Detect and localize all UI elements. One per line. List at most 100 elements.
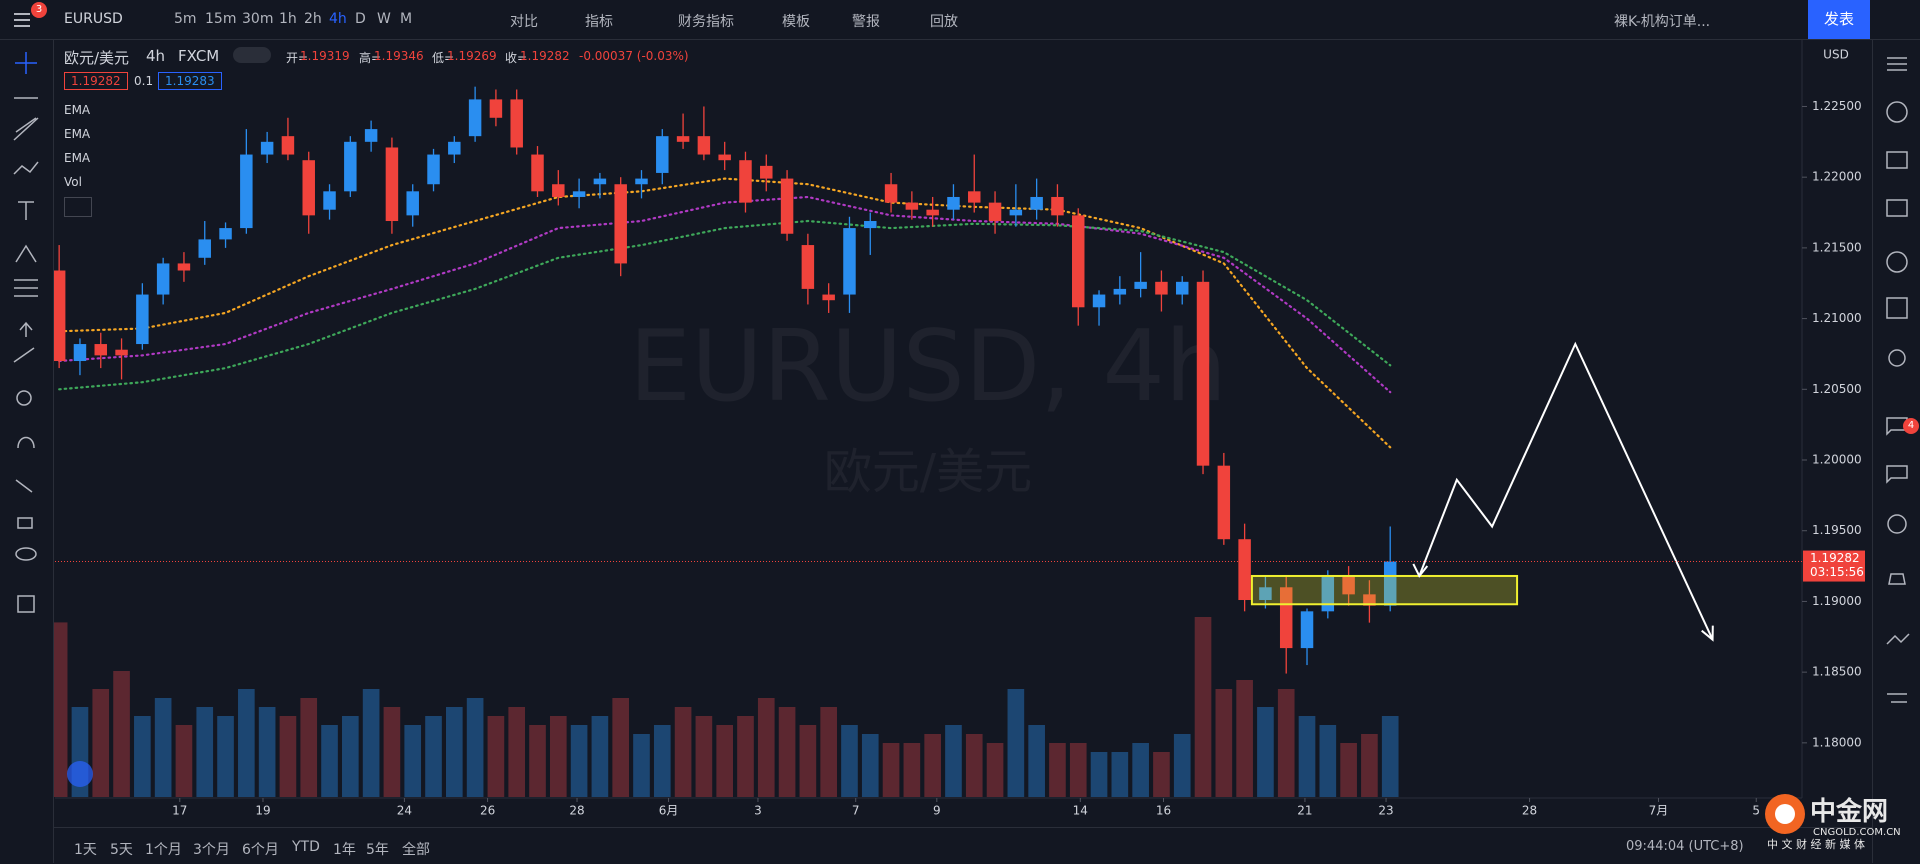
volume-bar bbox=[1257, 707, 1274, 797]
volume-bar bbox=[258, 707, 276, 797]
range-button[interactable]: 全部 bbox=[402, 842, 430, 858]
layout-name[interactable]: 裸K-机构订单... bbox=[1614, 14, 1711, 30]
volume-bar bbox=[1007, 689, 1025, 797]
countdown-label: 03:15:56 bbox=[1810, 565, 1864, 579]
y-tick-label: 1.18500 bbox=[1812, 665, 1862, 679]
candle-body bbox=[988, 202, 1002, 222]
candle-body bbox=[1196, 281, 1210, 466]
volume-bar bbox=[903, 743, 921, 797]
volume-bar bbox=[383, 707, 401, 797]
projection-path bbox=[1418, 341, 1714, 641]
x-tick-label: 21 bbox=[1297, 804, 1312, 818]
x-tick-label: 17 bbox=[172, 804, 187, 818]
volume-bar bbox=[549, 716, 567, 797]
interval-button[interactable]: 2h bbox=[304, 11, 322, 27]
volume-bar bbox=[882, 743, 900, 797]
interval-button[interactable]: W bbox=[377, 11, 391, 27]
volume-bar bbox=[1381, 716, 1399, 797]
interval-button[interactable]: 1h bbox=[279, 11, 297, 27]
watermark-symbol: EURUSD, 4h bbox=[629, 310, 1227, 424]
toolbar-button[interactable]: 财务指标 bbox=[678, 14, 734, 30]
legend-high: 1.19346 bbox=[374, 49, 424, 63]
range-button[interactable]: 6个月 bbox=[242, 842, 279, 858]
top-toolbar: 3 EURUSD 裸K-机构订单... 发表 5m 15m 30m 1h 2h 4h D W M… bbox=[0, 0, 1920, 40]
x-tick-label: 7月 bbox=[1649, 804, 1669, 818]
candle-body bbox=[54, 270, 66, 362]
currency: USD bbox=[1823, 48, 1849, 62]
candle-body bbox=[489, 99, 503, 118]
volume-bar bbox=[1215, 689, 1233, 797]
range-button[interactable]: 5天 bbox=[110, 842, 133, 858]
volume-bar bbox=[820, 707, 837, 797]
toolbar-button[interactable]: 指标 bbox=[585, 14, 613, 30]
x-tick-label: 14 bbox=[1073, 804, 1088, 818]
indicator-label: EMA bbox=[64, 103, 91, 117]
candle-body bbox=[905, 202, 919, 210]
interval-button[interactable]: 5m bbox=[174, 11, 197, 27]
toolbar-button[interactable]: 模板 bbox=[782, 14, 810, 30]
symbol[interactable]: EURUSD bbox=[64, 11, 123, 27]
range-button[interactable]: 5年 bbox=[366, 842, 389, 858]
candle-body bbox=[843, 228, 856, 295]
candle-body bbox=[1134, 281, 1147, 289]
volume-bar bbox=[1298, 716, 1316, 797]
volume-bar bbox=[1069, 743, 1087, 797]
candle-body bbox=[572, 191, 586, 197]
volume-bar bbox=[425, 716, 442, 797]
interval-button[interactable]: M bbox=[400, 11, 413, 27]
arrow-head bbox=[1701, 625, 1714, 642]
x-tick-label: 5 bbox=[1752, 804, 1760, 818]
candle-body bbox=[1259, 587, 1272, 601]
volume-bar bbox=[778, 707, 796, 797]
drawing-tools bbox=[13, 52, 39, 613]
volume-bar bbox=[217, 716, 234, 797]
volume-bar bbox=[362, 689, 380, 797]
interval-button[interactable]: 4h bbox=[329, 11, 347, 27]
candle-body bbox=[344, 141, 357, 192]
volume-bar bbox=[445, 707, 463, 797]
toolbar-button[interactable]: 回放 bbox=[930, 14, 958, 30]
bid-box: 1.19282 bbox=[64, 72, 128, 90]
candle-body bbox=[697, 136, 711, 155]
candle-body bbox=[884, 184, 898, 203]
volume-bar bbox=[986, 743, 1004, 797]
range-button[interactable]: 1天 bbox=[74, 842, 97, 858]
interval-button[interactable]: D bbox=[355, 11, 366, 27]
toolbar-button[interactable]: 对比 bbox=[510, 14, 538, 30]
publish-button[interactable]: 发表 bbox=[1808, 0, 1870, 39]
candle-body bbox=[219, 228, 232, 240]
x-tick-label: 24 bbox=[397, 804, 412, 818]
range-button[interactable]: 3个月 bbox=[193, 842, 230, 858]
spread: 0.1 bbox=[134, 74, 154, 88]
legend-interval: 4h bbox=[146, 47, 166, 65]
candle-body bbox=[177, 263, 191, 271]
clock: 09:44:04 (UTC+8) bbox=[1626, 839, 1744, 854]
candle-body bbox=[968, 191, 981, 203]
ema-line bbox=[58, 195, 1392, 394]
x-tick-label: 26 bbox=[480, 804, 495, 818]
left-toolbar bbox=[0, 40, 54, 863]
candle-body bbox=[1030, 196, 1043, 210]
last-price-label: 1.19282 bbox=[1810, 551, 1860, 565]
watermark-name: 欧元/美元 bbox=[824, 444, 1032, 500]
panel-icons bbox=[1886, 57, 1910, 703]
candle-body bbox=[739, 160, 752, 203]
candle-body bbox=[156, 263, 170, 295]
x-tick-label: 3 bbox=[754, 804, 762, 818]
y-tick-label: 1.21000 bbox=[1812, 311, 1862, 325]
interval-button[interactable]: 15m bbox=[205, 11, 237, 27]
volume-bar bbox=[945, 725, 962, 797]
collapse-button[interactable] bbox=[64, 197, 92, 217]
range-button[interactable]: 1年 bbox=[333, 842, 356, 858]
candle-body bbox=[676, 136, 690, 142]
volume-bar bbox=[757, 698, 775, 797]
toolbar-button[interactable]: 警报 bbox=[852, 14, 880, 30]
y-tick-label: 1.21500 bbox=[1812, 240, 1862, 254]
candle-body bbox=[1009, 209, 1023, 216]
range-button[interactable]: YTD bbox=[292, 839, 320, 855]
menu-icon[interactable] bbox=[12, 10, 34, 30]
range-button[interactable]: 1个月 bbox=[145, 842, 182, 858]
interval-button[interactable]: 30m bbox=[242, 11, 274, 27]
candle-body bbox=[281, 136, 295, 155]
volume-bar bbox=[924, 734, 941, 797]
